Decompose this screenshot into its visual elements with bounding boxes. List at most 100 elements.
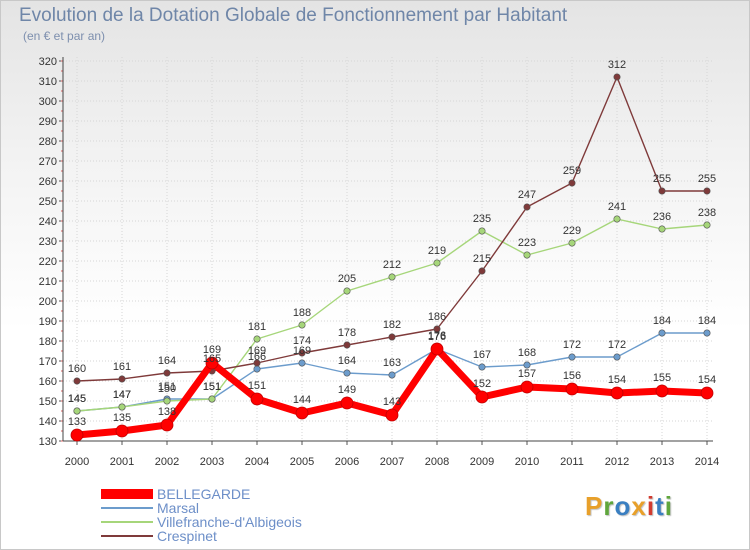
data-label-villefranche-d-albigeois: 219 xyxy=(428,245,446,257)
data-label-bellegarde: 133 xyxy=(68,416,86,428)
x-tick-label: 2003 xyxy=(200,456,224,468)
data-point-bellegarde xyxy=(475,390,489,404)
data-point-bellegarde xyxy=(610,386,624,400)
data-label-marsal: 151 xyxy=(203,381,221,393)
data-label-marsal: 184 xyxy=(698,315,716,327)
x-tick-label: 2006 xyxy=(335,456,359,468)
data-label-villefranche-d-albigeois: 145 xyxy=(68,393,86,405)
y-tick-label: 230 xyxy=(39,236,57,248)
data-point-bellegarde xyxy=(520,380,534,394)
data-point-villefranche-d-albigeois xyxy=(343,287,351,295)
data-point-villefranche-d-albigeois xyxy=(73,407,81,415)
data-label-crespinet: 215 xyxy=(473,253,491,265)
data-label-marsal: 167 xyxy=(473,349,491,361)
data-label-crespinet: 164 xyxy=(158,355,176,367)
data-label-bellegarde: 154 xyxy=(608,374,626,386)
data-label-marsal: 184 xyxy=(653,315,671,327)
data-label-villefranche-d-albigeois: 151 xyxy=(203,381,221,393)
data-label-villefranche-d-albigeois: 229 xyxy=(563,225,581,237)
y-tick-label: 250 xyxy=(39,196,57,208)
legend-label-marsal: Marsal xyxy=(157,500,200,516)
data-point-bellegarde xyxy=(295,406,309,420)
y-tick-label: 280 xyxy=(39,136,57,148)
data-label-villefranche-d-albigeois: 212 xyxy=(383,259,401,271)
logo-letter: o xyxy=(614,491,632,521)
x-tick-label: 2005 xyxy=(290,456,314,468)
x-tick-label: 2008 xyxy=(425,456,449,468)
y-tick-label: 180 xyxy=(39,336,57,348)
data-label-marsal: 168 xyxy=(518,347,536,359)
data-point-crespinet xyxy=(73,377,81,385)
data-label-villefranche-d-albigeois: 188 xyxy=(293,307,311,319)
data-label-villefranche-d-albigeois: 150 xyxy=(158,383,176,395)
data-label-marsal: 164 xyxy=(338,355,356,367)
data-label-villefranche-d-albigeois: 223 xyxy=(518,237,536,249)
x-tick-label: 2009 xyxy=(470,456,494,468)
data-point-crespinet xyxy=(658,187,666,195)
y-tick-label: 210 xyxy=(39,276,57,288)
data-label-marsal: 166 xyxy=(248,351,266,363)
data-label-crespinet: 161 xyxy=(113,361,131,373)
data-point-marsal xyxy=(343,369,351,377)
y-tick-label: 160 xyxy=(39,376,57,388)
data-label-crespinet: 174 xyxy=(293,335,311,347)
data-label-bellegarde: 143 xyxy=(383,396,401,408)
data-point-crespinet xyxy=(343,341,351,349)
data-label-bellegarde: 169 xyxy=(203,344,221,356)
data-point-marsal xyxy=(388,371,396,379)
y-tick-label: 240 xyxy=(39,216,57,228)
data-point-villefranche-d-albigeois xyxy=(163,397,171,405)
data-label-crespinet: 186 xyxy=(428,311,446,323)
data-point-crespinet xyxy=(118,375,126,383)
data-point-crespinet xyxy=(388,333,396,341)
data-label-bellegarde: 157 xyxy=(518,368,536,380)
logo-letter: P xyxy=(585,491,604,521)
data-point-crespinet xyxy=(523,203,531,211)
data-label-villefranche-d-albigeois: 181 xyxy=(248,321,266,333)
data-point-marsal xyxy=(478,363,486,371)
data-point-bellegarde xyxy=(430,342,444,356)
x-tick-label: 2000 xyxy=(65,456,89,468)
data-point-bellegarde xyxy=(70,428,84,442)
data-point-bellegarde xyxy=(205,356,219,370)
logo-letter: x xyxy=(631,491,647,521)
data-label-marsal: 145 xyxy=(68,393,86,405)
data-label-crespinet: 259 xyxy=(563,165,581,177)
data-label-marsal: 147 xyxy=(113,389,131,401)
logo-letter: r xyxy=(603,491,615,521)
data-label-crespinet: 247 xyxy=(518,189,536,201)
data-label-marsal: 151 xyxy=(158,381,176,393)
x-tick-label: 2010 xyxy=(515,456,539,468)
data-label-villefranche-d-albigeois: 238 xyxy=(698,207,716,219)
x-tick-label: 2001 xyxy=(110,456,134,468)
data-label-bellegarde: 176 xyxy=(428,330,446,342)
data-point-marsal xyxy=(613,353,621,361)
y-tick-label: 290 xyxy=(39,116,57,128)
data-point-bellegarde xyxy=(700,386,714,400)
data-label-bellegarde: 154 xyxy=(698,374,716,386)
legend-swatch-villefranche-d-albigeois xyxy=(101,521,153,523)
data-label-marsal: 172 xyxy=(563,339,581,351)
legend-swatch-marsal xyxy=(101,507,153,509)
y-tick-label: 300 xyxy=(39,96,57,108)
data-label-marsal: 169 xyxy=(293,345,311,357)
y-tick-label: 270 xyxy=(39,156,57,168)
data-point-bellegarde xyxy=(160,418,174,432)
data-point-crespinet xyxy=(298,349,306,357)
data-point-villefranche-d-albigeois xyxy=(433,259,441,267)
data-point-bellegarde xyxy=(655,384,669,398)
data-point-villefranche-d-albigeois xyxy=(703,221,711,229)
data-point-villefranche-d-albigeois xyxy=(613,215,621,223)
y-tick-label: 140 xyxy=(39,416,57,428)
data-label-crespinet: 255 xyxy=(698,173,716,185)
data-point-villefranche-d-albigeois xyxy=(478,227,486,235)
data-label-villefranche-d-albigeois: 147 xyxy=(113,389,131,401)
x-tick-label: 2014 xyxy=(695,456,719,468)
data-point-villefranche-d-albigeois xyxy=(253,335,261,343)
legend-label-crespinet: Crespinet xyxy=(157,528,217,544)
data-point-crespinet xyxy=(253,359,261,367)
data-point-crespinet xyxy=(163,369,171,377)
data-label-bellegarde: 152 xyxy=(473,378,491,390)
data-label-bellegarde: 135 xyxy=(113,412,131,424)
